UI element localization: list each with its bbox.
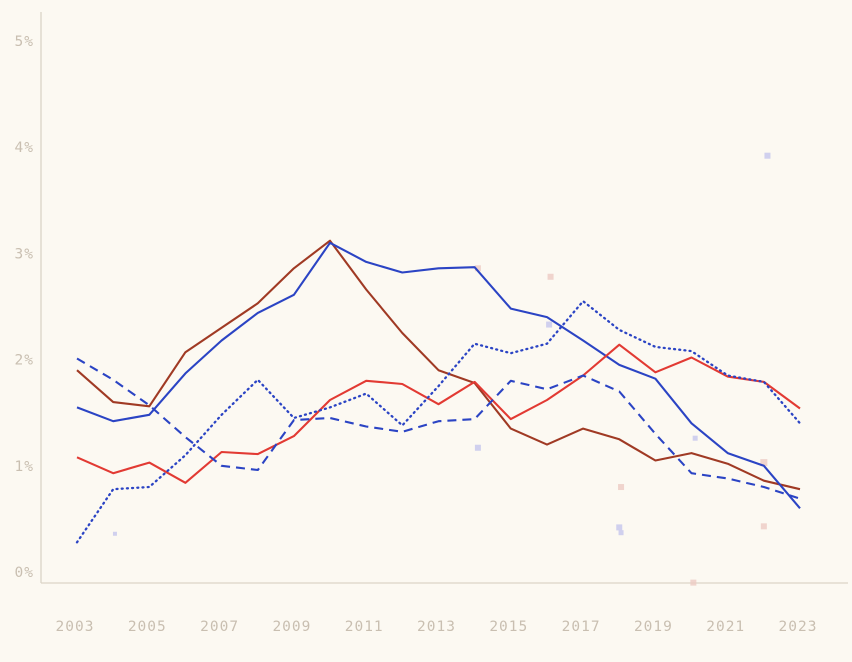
x-tick-label: 2021 (706, 619, 745, 635)
y-tick-label: 3% (15, 246, 34, 262)
scatter-marker-lavender (764, 152, 771, 159)
x-tick-label: 2009 (272, 619, 311, 635)
x-tick-label: 2005 (128, 619, 167, 635)
series-line-blue-dotted (75, 300, 802, 544)
x-tick-label: 2011 (345, 619, 384, 635)
y-tick-label: 2% (15, 353, 34, 369)
y-tick-label: 5% (15, 34, 34, 50)
series-line-blue-dashed (76, 357, 801, 500)
scatter-marker-pink (474, 265, 481, 272)
scatter-marker-lavender (474, 444, 481, 451)
scatter-marker-lavender (618, 530, 624, 536)
scatter-marker-lavender (616, 524, 623, 531)
series-line-dark-red-solid (76, 239, 801, 491)
scatter-marker-lavender (546, 321, 553, 328)
x-tick-label: 2007 (200, 619, 239, 635)
x-tick-label: 2015 (489, 619, 528, 635)
y-tick-label: 1% (15, 459, 34, 475)
x-tick-label: 2019 (634, 619, 673, 635)
scatter-marker-pink (760, 459, 768, 467)
x-tick-label: 2003 (56, 619, 95, 635)
series-line-red-solid (76, 343, 801, 484)
scatter-marker-pink (547, 273, 554, 280)
scatter-marker-pink (618, 484, 625, 491)
scatter-marker-lavender (112, 531, 117, 536)
scatter-marker-pink (760, 523, 767, 530)
scatter-marker-pink (690, 579, 697, 586)
y-tick-label: 0% (15, 565, 34, 581)
x-tick-label: 2013 (417, 619, 456, 635)
x-tick-label: 2023 (779, 619, 818, 635)
x-tick-label: 2017 (562, 619, 601, 635)
y-tick-label: 4% (15, 140, 34, 156)
scatter-marker-lavender (692, 435, 698, 441)
series-line-blue-solid (76, 241, 801, 509)
